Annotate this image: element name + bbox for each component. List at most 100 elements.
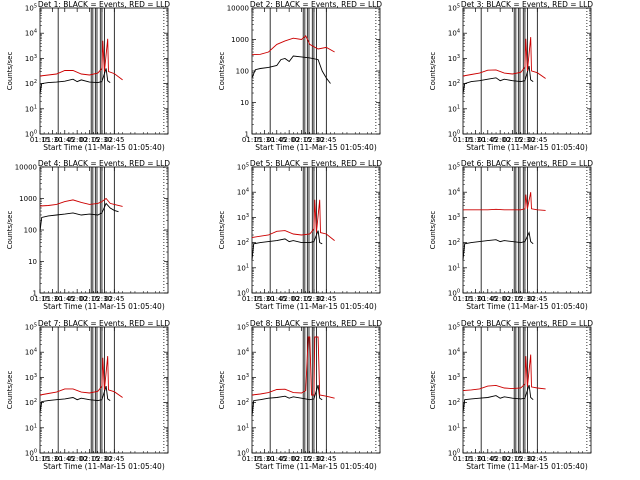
x-tick-label: 02:30 [92, 136, 112, 144]
y-axis-label: Counts/sec [429, 211, 437, 250]
panel-title: Det 9: BLACK = Events, RED = LLD [461, 319, 593, 328]
y-tick-label: 102 [448, 238, 460, 247]
x-tick-label: 02:15 [79, 455, 99, 463]
series-lld-line [39, 356, 123, 398]
x-tick-label: 02:30 [92, 455, 112, 463]
x-tick-label: 01:45 [55, 455, 75, 463]
x-axis-label: Start Time (11-Mar-15 01:05:40) [466, 302, 588, 311]
x-tick-label: 02:00 [490, 295, 510, 303]
y-tick-label: 100 [236, 68, 249, 76]
x-tick-label: 02:00 [67, 295, 87, 303]
y-axis-label: Counts/sec [218, 52, 226, 91]
y-tick-label: 10 [240, 99, 249, 107]
panel-det-5: Det 5: BLACK = Events, RED = LLD 100 101 10… [218, 159, 382, 311]
y-axis-label: Counts/sec [6, 371, 14, 410]
x-tick-label: 02:45 [316, 136, 336, 144]
x-tick-label: 01:15 [242, 455, 262, 463]
y-tick-label: 101 [25, 104, 37, 113]
x-axis-label: Start Time (11-Mar-15 01:05:40) [255, 143, 377, 152]
x-tick-label: 02:45 [527, 295, 547, 303]
series-lld-line [251, 199, 335, 241]
x-tick-label: 02:15 [291, 295, 311, 303]
y-tick-label: 1 [245, 131, 249, 139]
y-tick-label: 102 [448, 398, 460, 407]
y-tick-label: 10000 [15, 164, 37, 172]
y-tick-label: 102 [237, 238, 249, 247]
panel-det-8: Det 8: BLACK = Events, RED = LLD 100 101 10… [218, 319, 382, 471]
plot-frame [251, 7, 381, 135]
x-tick-label: 01:15 [453, 455, 473, 463]
plot-frame [39, 326, 169, 454]
y-axis-label: Counts/sec [6, 211, 14, 250]
y-tick-label: 105 [25, 323, 37, 332]
x-tick-label: 02:15 [502, 136, 522, 144]
y-tick-label: 105 [448, 4, 460, 13]
x-tick-label: 02:15 [291, 455, 311, 463]
panel-title: Det 2: BLACK = Events, RED = LLD [250, 0, 382, 9]
y-tick-label: 100 [24, 227, 37, 235]
x-axis-label: Start Time (11-Mar-15 01:05:40) [43, 462, 165, 471]
series-events-line [39, 202, 119, 232]
x-tick-label: 02:00 [490, 136, 510, 144]
y-tick-label: 104 [448, 29, 460, 38]
y-tick-label: 101 [448, 263, 460, 272]
y-tick-label: 100 [25, 449, 37, 458]
x-tick-label: 02:45 [316, 455, 336, 463]
x-tick-label: 02:00 [67, 455, 87, 463]
x-tick-label: 01:45 [55, 136, 75, 144]
y-tick-label: 1000 [231, 36, 249, 44]
y-tick-label: 100 [448, 130, 460, 139]
x-axis-label: Start Time (11-Mar-15 01:05:40) [466, 462, 588, 471]
y-axis-label: Counts/sec [218, 371, 226, 410]
panel-det-7: Det 7: BLACK = Events, RED = LLD 100 101 10… [6, 319, 170, 471]
x-tick-label: 02:45 [104, 295, 124, 303]
panel-title: Det 3: BLACK = Events, RED = LLD [461, 0, 593, 9]
y-tick-label: 104 [25, 29, 37, 38]
series-events-line [462, 384, 534, 413]
y-tick-label: 103 [237, 373, 249, 382]
x-tick-label: 02:00 [490, 455, 510, 463]
y-axis-label: Counts/sec [429, 52, 437, 91]
series-lld-line [39, 197, 123, 207]
y-tick-label: 102 [448, 79, 460, 88]
panel-title: Det 6: BLACK = Events, RED = LLD [461, 159, 593, 168]
y-axis-label: Counts/sec [218, 211, 226, 250]
y-tick-label: 104 [237, 348, 249, 357]
y-tick-label: 105 [237, 163, 249, 172]
x-axis-label: Start Time (11-Mar-15 01:05:40) [43, 143, 165, 152]
x-tick-label: 02:45 [316, 295, 336, 303]
y-tick-label: 101 [25, 423, 37, 432]
x-tick-label: 02:30 [515, 295, 535, 303]
x-tick-label: 01:30 [42, 455, 62, 463]
y-tick-label: 1 [33, 290, 37, 298]
panel-title: Det 4: BLACK = Events, RED = LLD [38, 159, 170, 168]
series-lld-line [463, 192, 546, 211]
panel-det-6: Det 6: BLACK = Events, RED = LLD 100 101 10… [429, 159, 593, 311]
x-tick-label: 02:15 [502, 295, 522, 303]
x-tick-label: 01:30 [254, 136, 274, 144]
y-tick-label: 103 [25, 373, 37, 382]
y-tick-label: 103 [25, 54, 37, 63]
plot-frame [462, 326, 592, 454]
y-axis-label: Counts/sec [6, 52, 14, 91]
x-tick-label: 01:45 [267, 295, 287, 303]
x-tick-label: 02:00 [67, 136, 87, 144]
x-tick-label: 01:45 [478, 295, 498, 303]
x-tick-label: 01:30 [42, 295, 62, 303]
x-tick-label: 02:30 [304, 455, 324, 463]
y-tick-label: 105 [237, 323, 249, 332]
x-tick-label: 01:30 [254, 455, 274, 463]
x-tick-label: 02:30 [92, 295, 112, 303]
series-events-line [462, 65, 534, 94]
x-tick-label: 01:45 [478, 136, 498, 144]
series-events-line [251, 384, 323, 416]
plot-frame [251, 166, 381, 294]
y-tick-label: 102 [25, 398, 37, 407]
panel-det-9: Det 9: BLACK = Events, RED = LLD 100 101 10… [429, 319, 593, 471]
y-tick-label: 10 [28, 258, 37, 266]
x-tick-label: 01:15 [242, 295, 262, 303]
y-tick-label: 103 [448, 54, 460, 63]
y-tick-label: 103 [448, 373, 460, 382]
x-tick-label: 01:30 [254, 295, 274, 303]
